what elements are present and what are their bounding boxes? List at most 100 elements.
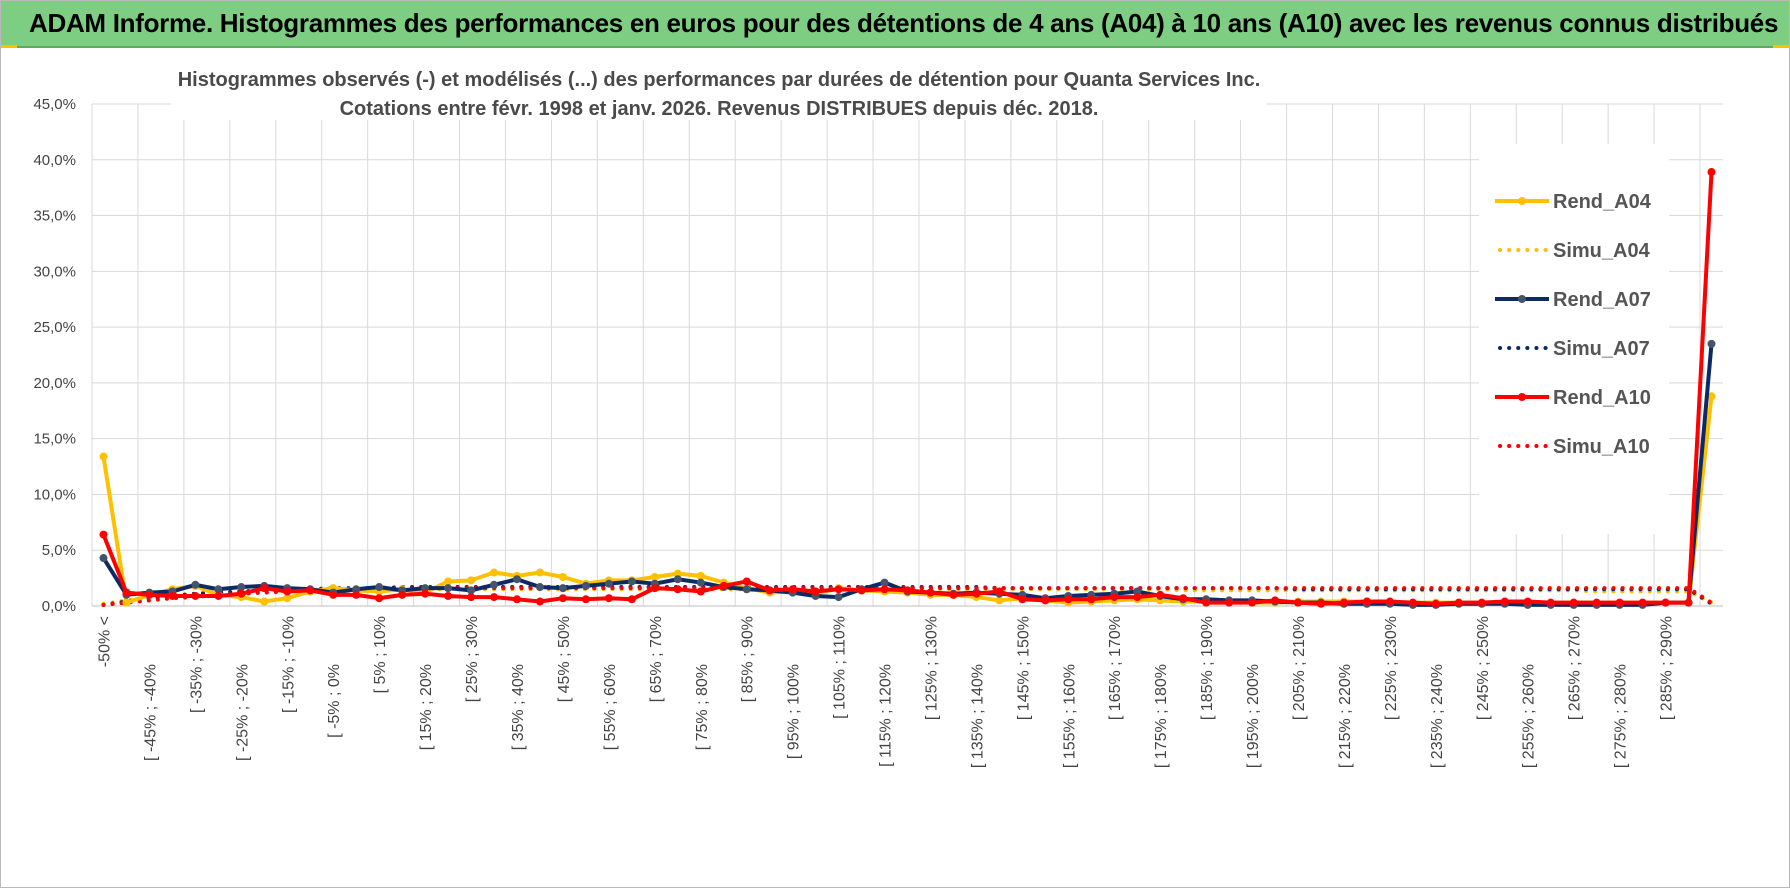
banner-accent-right: [1773, 45, 1789, 48]
x-tick-label: [ 265% ; 270%: [1567, 616, 1584, 720]
data-point-rend-a10: [214, 591, 223, 600]
data-point-rend-a04: [650, 573, 659, 581]
data-point-rend-a07: [512, 575, 521, 584]
data-point-rend-a10: [283, 587, 292, 596]
data-point-rend-a07: [742, 585, 751, 594]
data-point-rend-a07: [191, 580, 200, 589]
data-point-rend-a10: [260, 584, 269, 593]
data-point-rend-a10: [1202, 598, 1211, 607]
x-tick-label: [ 95% ; 100%: [786, 664, 803, 759]
chart-title-line2: Cotations entre févr. 1998 et janv. 2026…: [340, 98, 1099, 120]
legend: Rend_A04 Simu_A04 Rend_A07 Simu_A07 Rend_A10…: [1479, 144, 1669, 534]
data-point-rend-a07: [444, 584, 453, 593]
data-point-rend-a10: [604, 594, 613, 603]
data-point-rend-a07: [834, 593, 843, 602]
data-point-rend-a07: [535, 583, 544, 592]
y-tick-label: 40,0%: [33, 152, 76, 169]
x-tick-label: [ 215% ; 220%: [1337, 664, 1354, 768]
report-banner: ADAM Informe. Histogrammes des performan…: [1, 1, 1789, 48]
data-point-rend-a10: [1546, 598, 1555, 607]
data-point-rend-a10: [1179, 594, 1188, 603]
data-point-rend-a10: [719, 581, 728, 590]
data-point-rend-a10: [765, 586, 774, 595]
data-point-rend-a10: [857, 586, 866, 595]
chart-title-backdrop: [171, 60, 1266, 120]
data-point-rend-a10: [1684, 598, 1693, 607]
y-tick-label: 5,0%: [42, 542, 76, 559]
data-point-rend-a07: [214, 585, 223, 594]
data-point-rend-a10: [880, 585, 889, 594]
data-point-rend-a04: [467, 576, 476, 585]
data-point-rend-a10: [1110, 593, 1119, 602]
x-tick-label: [ 185% ; 190%: [1199, 616, 1216, 720]
data-point-rend-a04: [260, 597, 269, 606]
data-point-rend-a10: [1248, 598, 1257, 607]
data-point-rend-a10: [581, 595, 590, 604]
data-point-rend-a10: [1316, 599, 1325, 608]
data-point-rend-a10: [558, 594, 567, 603]
data-point-rend-a10: [1339, 598, 1348, 607]
legend-marker-rend-a10: [1518, 393, 1526, 401]
data-point-rend-a10: [949, 590, 958, 599]
data-point-rend-a07: [627, 577, 636, 586]
x-tick-label: [ 205% ; 210%: [1291, 616, 1308, 720]
data-point-rend-a07: [467, 586, 476, 595]
legend-label-simu-a04: Simu_A04: [1553, 240, 1651, 262]
data-point-rend-a07: [352, 585, 361, 594]
data-point-rend-a10: [1592, 598, 1601, 607]
data-point-rend-a04: [535, 568, 544, 577]
data-point-rend-a10: [1087, 595, 1096, 604]
x-tick-label: [ 25% ; 30%: [464, 616, 481, 702]
x-tick-label: [ 115% ; 120%: [878, 664, 895, 767]
x-tick-label: [ 85% ; 90%: [740, 616, 757, 702]
x-tick-label: [ 75% ; 80%: [694, 664, 711, 750]
x-tick-label: [ 15% ; 20%: [418, 664, 435, 750]
data-point-rend-a07: [1707, 339, 1716, 348]
data-point-rend-a10: [512, 595, 521, 604]
grid: [91, 103, 1723, 607]
x-tick-label: [ 235% ; 240%: [1429, 664, 1446, 768]
x-tick-label: [ -5% ; 0%: [326, 664, 343, 738]
data-point-rend-a04: [995, 596, 1004, 605]
legend-label-rend-a04: Rend_A04: [1553, 191, 1652, 213]
data-point-rend-a10: [742, 577, 751, 586]
x-tick-label: [ 65% ; 70%: [648, 616, 665, 702]
x-tick-label: [ 255% ; 260%: [1521, 664, 1538, 768]
data-point-rend-a07: [237, 583, 246, 592]
y-axis: 0,0% 5,0% 10,0% 15,0% 20,0% 25,0% 30,0% 35,0% 40…: [33, 96, 76, 615]
data-point-rend-a10: [1156, 590, 1165, 599]
data-point-rend-a10: [834, 585, 843, 594]
data-point-rend-a10: [375, 594, 384, 603]
data-point-rend-a07: [673, 575, 682, 584]
legend-marker-rend-a04: [1518, 197, 1526, 205]
data-point-rend-a07: [490, 580, 499, 589]
data-point-rend-a10: [1041, 596, 1050, 605]
legend-marker-rend-a07: [1518, 295, 1526, 303]
data-point-rend-a07: [880, 578, 889, 587]
x-tick-label: [ 275% ; 280%: [1613, 664, 1630, 768]
x-tick-label: [ -45% ; -40%: [142, 664, 159, 761]
data-point-rend-a10: [811, 587, 820, 596]
data-point-rend-a10: [1477, 598, 1486, 607]
data-point-rend-a10: [627, 595, 636, 604]
data-point-rend-a10: [1271, 596, 1280, 605]
data-point-rend-a10: [1362, 597, 1371, 606]
x-tick-label: [ -25% ; -20%: [234, 664, 251, 761]
data-point-rend-a10: [1018, 595, 1027, 604]
banner-accent-left: [1, 45, 17, 48]
x-axis: -50% < [ -45% ; -40% [ -35% ; -30% [ -25% ;…: [96, 616, 1675, 768]
data-point-rend-a04: [558, 573, 567, 581]
data-point-rend-a10: [1431, 599, 1440, 608]
data-point-rend-a10: [191, 591, 200, 600]
legend-label-rend-a10: Rend_A10: [1553, 387, 1651, 409]
data-point-rend-a10: [145, 590, 154, 599]
data-point-rend-a10: [1225, 598, 1234, 607]
legend-box: [1479, 144, 1669, 534]
plot-area: [99, 168, 1716, 609]
data-point-rend-a10: [1064, 595, 1073, 604]
data-point-rend-a10: [650, 584, 659, 593]
data-point-rend-a10: [352, 590, 361, 599]
data-point-rend-a10: [1615, 598, 1624, 607]
data-point-rend-a07: [421, 584, 430, 593]
